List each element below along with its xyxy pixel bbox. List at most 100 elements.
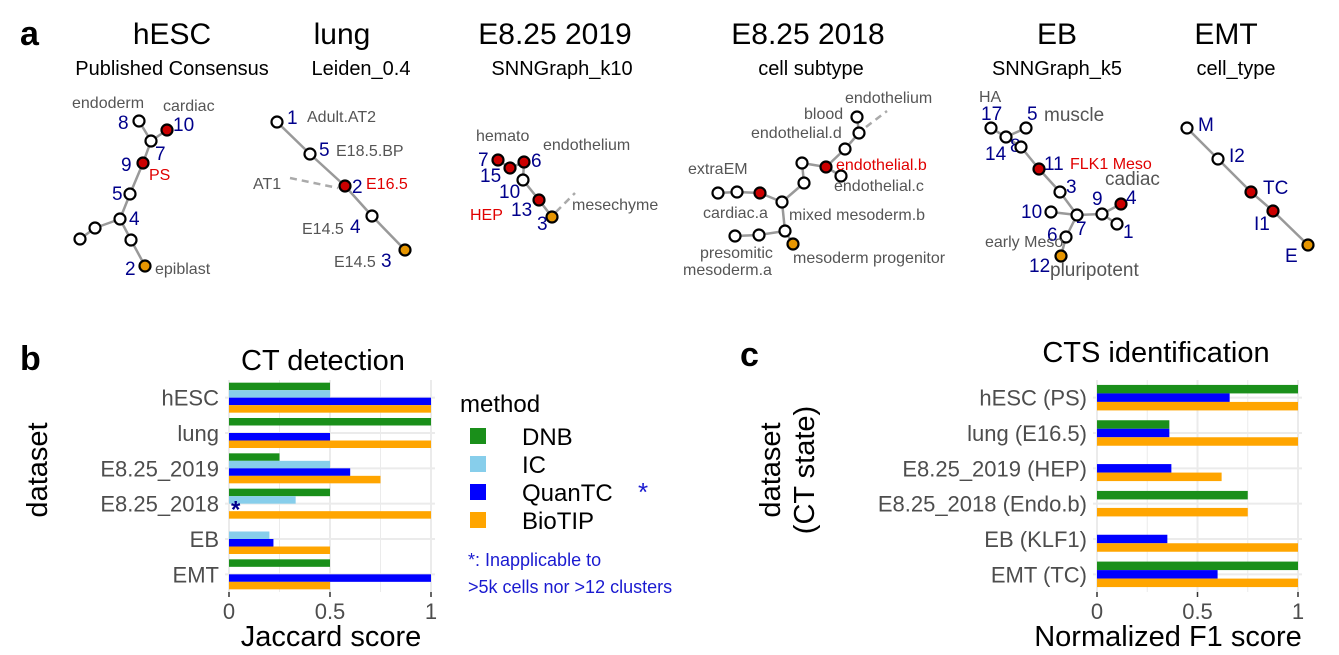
tree-title-emt: EMT bbox=[1194, 18, 1257, 51]
node-label-lung-5: E14.5 bbox=[334, 254, 376, 271]
node-label-e2018-8: presomitic bbox=[700, 245, 773, 262]
category-label-5: EMT bbox=[173, 562, 219, 587]
bar-DNB-2 bbox=[229, 453, 280, 461]
node-label-hesc-0: endoderm bbox=[72, 95, 144, 112]
note-line-1: *: Inapplicable to bbox=[468, 550, 601, 570]
tree-node-eb-n7 bbox=[1070, 208, 1084, 222]
bar-BioTIP-4 bbox=[229, 546, 330, 554]
node-label-eb-5: pluripotent bbox=[1050, 260, 1139, 281]
tree-node-e2018-b10 bbox=[730, 185, 744, 199]
tree-node-hesc-n7 bbox=[144, 134, 158, 148]
panel-c: c hESC (PS) lung (E16.5) E8.25_2019 (HEP) E… bbox=[740, 336, 1304, 653]
node-label-lung-1: E18.5.BP bbox=[336, 143, 404, 160]
tree-edge-lung-n4-n3 bbox=[371, 215, 406, 251]
tree-title-e2018: E8.25 2018 bbox=[731, 18, 884, 51]
bar-BioTIP-5 bbox=[1097, 578, 1298, 588]
tree-edge-lung-n2-n4 bbox=[344, 185, 373, 217]
tree-node-emt-I1 bbox=[1266, 204, 1280, 218]
annotation-star: * bbox=[231, 497, 241, 524]
node-label-e2018-1: blood bbox=[804, 106, 843, 123]
tree-lung: lung Leiden_0.4 15 2 43 Adult.AT2 E18.5.BP AT1 E… bbox=[253, 18, 412, 272]
bar-QuanTC-1 bbox=[1097, 428, 1170, 438]
node-number-emt-I2: I2 bbox=[1229, 146, 1245, 167]
note-line-2: >5k cells nor >12 clusters bbox=[468, 577, 672, 597]
node-label-hesc-2: PS bbox=[149, 167, 170, 184]
node-label-lung-0: Adult.AT2 bbox=[307, 109, 376, 126]
node-number-e2019-n13: 13 bbox=[511, 200, 532, 221]
node-label-lung-3: E16.5 bbox=[366, 176, 408, 193]
tree-node-hesc-n10 bbox=[160, 123, 174, 137]
node-label-e2018-0: endothelium bbox=[845, 90, 932, 107]
tree-subtitle-lung: Leiden_0.4 bbox=[312, 58, 411, 80]
node-number-e2019-n7: 7 bbox=[478, 150, 489, 171]
node-number-hesc-n2: 2 bbox=[125, 259, 136, 280]
x-tick-label: 0 bbox=[223, 599, 235, 624]
tree-node-eb-n12 bbox=[1054, 249, 1068, 263]
node-number-hesc-n5: 5 bbox=[112, 184, 123, 205]
tree-node-e2019-n7 bbox=[491, 153, 505, 167]
tree-emt: EMT cell_type M I2 TC I1 E bbox=[1180, 18, 1315, 267]
tree-node-e2018-b15 bbox=[786, 237, 800, 251]
node-label-hesc-1: cardiac bbox=[163, 98, 215, 115]
panel-a-label: a bbox=[20, 15, 40, 53]
node-number-lung-n5: 5 bbox=[319, 140, 330, 161]
node-label-e2018-2: endothelial.d bbox=[751, 125, 842, 142]
node-label-e2018-6: cardiac.a bbox=[703, 205, 768, 222]
cts-identification-chart: hESC (PS) lung (E16.5) E8.25_2019 (HEP) E8.… bbox=[755, 337, 1304, 653]
node-label-eb-2: FLK1 Meso bbox=[1070, 156, 1152, 173]
bar-DNB-5 bbox=[229, 559, 330, 567]
bar-DNB-5 bbox=[1097, 561, 1298, 571]
tree-node-lung-n4 bbox=[365, 209, 379, 223]
tree-node-eb-n3 bbox=[1053, 185, 1067, 199]
tree-node-eb-n11 bbox=[1032, 162, 1046, 176]
node-number-eb-n11: 11 bbox=[1044, 154, 1064, 175]
legend-label-QuanTC: QuanTC bbox=[522, 480, 613, 507]
node-number-emt-M: M bbox=[1198, 115, 1214, 136]
y-axis-title: dataset bbox=[22, 422, 54, 517]
tree-node-e2018-b5 bbox=[834, 169, 848, 183]
bar-BioTIP-5 bbox=[229, 581, 330, 590]
tree-subtitle-e2019: SNNGraph_k10 bbox=[491, 58, 632, 80]
legend-star: * bbox=[638, 477, 648, 507]
bar-IC-0 bbox=[229, 390, 330, 398]
node-number-hesc-n10: 10 bbox=[173, 115, 194, 136]
node-number-e2019-n6: 6 bbox=[531, 151, 542, 172]
category-label-1: lung bbox=[177, 421, 219, 446]
chart-title: CT detection bbox=[241, 345, 405, 377]
dashed-link-lung-0 bbox=[289, 176, 339, 190]
tree-node-e2018-b14 bbox=[728, 229, 742, 243]
legend-swatch-QuanTC bbox=[470, 484, 486, 500]
x-tick-label: 1 bbox=[425, 599, 437, 624]
tree-subtitle-e2018: cell subtype bbox=[758, 58, 864, 80]
node-label-e2019-3: HEP bbox=[470, 207, 503, 224]
tree-node-emt-TC bbox=[1244, 185, 1258, 199]
bar-QuanTC-0 bbox=[229, 397, 431, 406]
tree-node-e2018-b6 bbox=[795, 156, 809, 170]
category-label-3: E8.25_2018 (Endo.b) bbox=[878, 492, 1087, 517]
tree-node-hesc-n4 bbox=[113, 212, 127, 226]
bar-DNB-3 bbox=[1097, 490, 1248, 500]
node-number-e2019-n15: 15 bbox=[480, 166, 501, 187]
tree-node-eb-n9 bbox=[1095, 207, 1109, 221]
node-label-e2018-3: endothelial.b bbox=[836, 157, 927, 174]
category-label-3: E8.25_2018 bbox=[100, 492, 219, 517]
bar-QuanTC-5 bbox=[1097, 570, 1218, 579]
node-number-eb-n12: 12 bbox=[1029, 256, 1050, 277]
node-label-eb-3: cadiac bbox=[1105, 169, 1160, 190]
panel-c-label: c bbox=[740, 336, 759, 374]
node-label-e2019-1: endothelium bbox=[543, 137, 630, 154]
bar-BioTIP-3 bbox=[229, 511, 431, 519]
category-label-2: E8.25_2019 (HEP) bbox=[902, 456, 1087, 481]
node-label-eb-0: HA bbox=[979, 89, 1002, 106]
tree-node-hesc-n2 bbox=[138, 259, 152, 273]
node-number-lung-n4: 4 bbox=[350, 217, 361, 238]
legend-label-DNB: DNB bbox=[522, 424, 573, 451]
bar-DNB-0 bbox=[229, 382, 330, 391]
bar-QuanTC-1 bbox=[229, 433, 330, 441]
tree-edge-lung-n1-n5 bbox=[276, 121, 311, 155]
node-number-e2019-n10: 10 bbox=[499, 182, 520, 203]
